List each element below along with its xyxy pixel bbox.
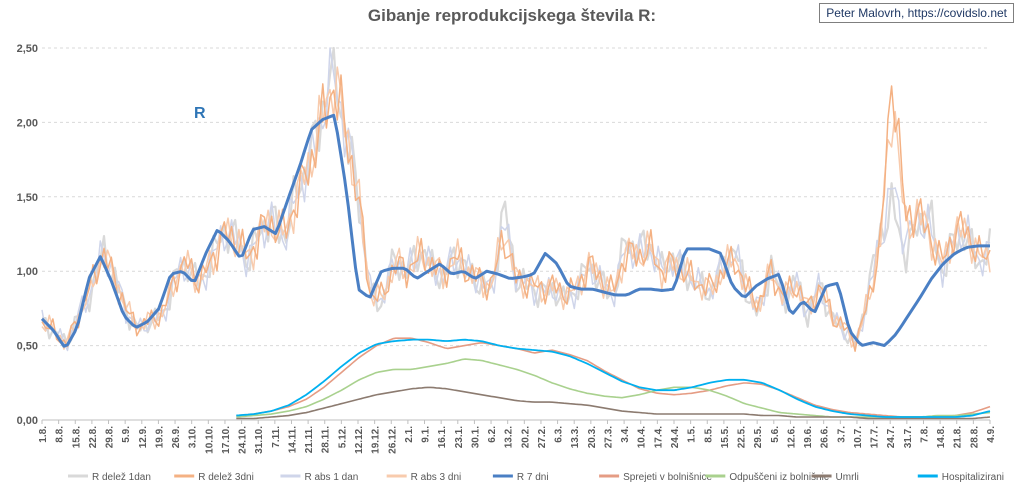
x-tick-label: 12.9. [138,426,149,448]
y-tick-label: 0,00 [17,415,38,427]
x-tick-label: 20.3. [587,426,598,448]
x-tick-label: 16.1. [437,426,448,448]
x-tick-label: 5.6. [770,426,781,443]
x-tick-label: 21.8. [953,426,964,448]
x-tick-label: 10.4. [637,426,648,448]
x-tick-label: 22.8. [88,426,99,448]
x-tick-label: 15.5. [720,426,731,448]
x-tick-label: 27.2. [537,426,548,448]
x-tick-label: 12.6. [786,426,797,448]
x-tick-label: 6.2. [487,426,498,443]
x-tick-label: 14.8. [936,426,947,448]
legend-label: R abs 1 dan [304,472,358,483]
x-tick-label: 23.1. [454,426,465,448]
x-tick-label: 13.3. [570,426,581,448]
x-tick-label: 28.8. [969,426,980,448]
x-tick-label: 1.8. [38,426,49,443]
y-axis: 0,00 0,50 1,00 1,50 2,00 2,50 [17,43,38,427]
x-tick-label: 5.9. [121,426,132,443]
gridlines [42,47,990,421]
legend-label: R 7 dni [517,472,549,483]
x-tick-label: 26.9. [171,426,182,448]
x-tick-label: 24.7. [886,426,897,448]
series-lines [40,46,992,420]
x-tick-label: 5.12. [337,426,348,448]
x-tick-label: 19.12. [371,426,382,454]
x-tick-label: 6.3. [554,426,565,443]
series-line [41,74,991,352]
legend-label: R delež 3dni [198,472,254,483]
series-line [41,46,992,349]
y-tick-label: 0,50 [17,341,38,353]
y-tick-label: 1,50 [17,192,38,204]
x-tick-label: 8.8. [55,426,66,443]
x-tick-label: 31.7. [903,426,914,448]
x-tick-label: 3.4. [620,426,631,443]
x-tick-label: 2.1. [404,426,415,443]
legend-label: Sprejeti v bolnišnice [623,472,712,483]
series-line [41,66,991,350]
series-line [236,338,991,418]
legend-label: Odpuščeni iz bolnišnic [729,472,829,483]
legend: R delež 1dan R delež 3dni R abs 1 dan R abs… [68,472,1004,483]
x-tick-label: 17.4. [653,426,664,448]
x-tick-label: 20.2. [520,426,531,448]
x-tick-label: 3.7. [836,426,847,443]
chart-title: Gibanje reprodukcijskega števila R: [367,6,657,25]
x-tick-label: 12.12. [354,426,365,454]
x-tick-label: 4.9. [986,426,997,443]
x-tick-label: 8.5. [703,426,714,443]
x-tick-label: 26.6. [820,426,831,448]
series-line [236,358,991,418]
x-tick-label: 24.4. [670,426,681,448]
legend-label: Umrli [836,472,859,483]
x-tick-label: 14.11. [287,426,298,453]
x-tick-label: 1.5. [687,426,698,443]
x-tick-label: 10.10. [204,426,215,454]
x-tick-label: 19.6. [803,426,814,448]
x-tick-label: 21.11. [304,426,315,453]
y-tick-label: 2,00 [17,117,38,129]
x-tick-label: 7.11. [271,426,282,448]
legend-label: Hospitalizirani [942,472,1004,483]
x-tick-label: 29.5. [753,426,764,448]
x-tick-label: 27.3. [603,426,614,448]
x-tick-label: 7.8. [919,426,930,443]
x-tick-label: 17.10. [221,426,232,454]
y-tick-label: 2,50 [17,43,38,55]
x-tick-label: 13.2. [504,426,515,448]
x-tick-label: 24.10. [238,426,249,454]
x-axis: 1.8. 8.8. 15.8. 22.8. 29.8. 5.9. 12.9. 19.9. 26.… [38,420,997,454]
x-tick-label: 30.1. [470,426,481,448]
x-tick-label: 15.8. [71,426,82,448]
x-tick-label: 10.7. [853,426,864,448]
series-line [41,47,991,352]
series-line [236,337,991,418]
series-line [236,386,991,420]
credit-box: Peter Malovrh, https://covidslo.net [819,3,1014,23]
series-line [40,113,990,348]
r-annotation: R [194,105,206,122]
x-tick-label: 3.10. [188,426,199,448]
x-tick-label: 19.9. [154,426,165,448]
x-tick-label: 22.5. [737,426,748,448]
x-tick-label: 9.1. [421,426,432,443]
x-tick-label: 28.11. [321,426,332,453]
x-tick-label: 31.10. [254,426,265,454]
y-tick-label: 1,00 [17,266,38,278]
x-tick-label: 26.12. [387,426,398,454]
x-tick-label: 29.8. [105,426,116,448]
legend-label: R delež 1dan [92,472,151,483]
x-tick-label: 17.7. [870,426,881,448]
legend-label: R abs 3 dni [411,472,462,483]
